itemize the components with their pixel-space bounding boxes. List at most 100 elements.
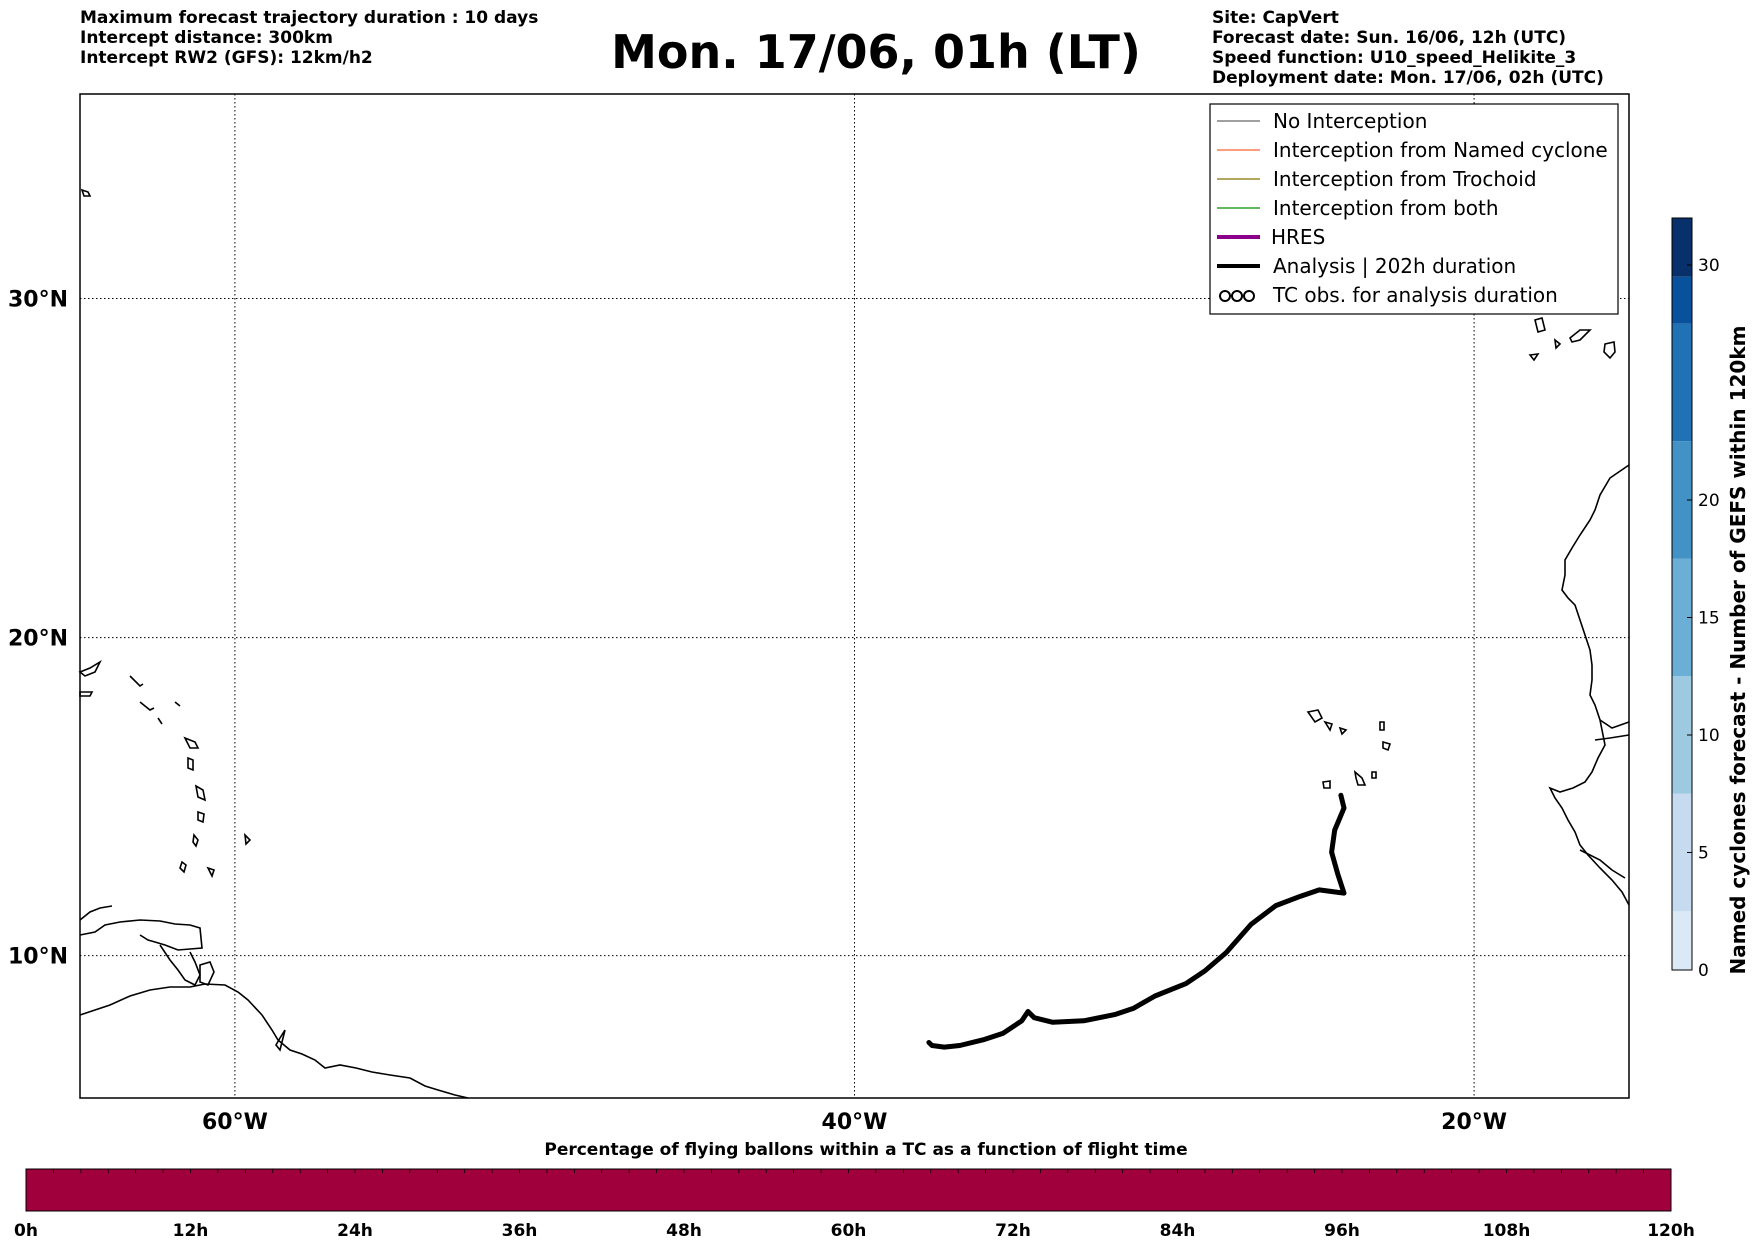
cape-verde-6	[1322, 780, 1331, 789]
bottom-colorbar-bar	[25, 1168, 1672, 1212]
bottom-colorbar-tick-label: 48h	[666, 1221, 702, 1241]
lat-label: 10°N	[8, 945, 68, 970]
colorbar-right-tick-label: 0	[1698, 961, 1709, 981]
colombia-coast	[79, 905, 113, 921]
venezuela-coast	[79, 919, 203, 951]
cape-verde-1	[1306, 709, 1324, 724]
bottom-colorbar-tick-label: 60h	[831, 1221, 867, 1241]
cape-verde-4	[1379, 721, 1385, 731]
cape-verde-2	[1323, 720, 1334, 732]
forecast-date-text: Forecast date: Sun. 16/06, 12h (UTC)	[1212, 28, 1567, 48]
legend-frame	[1209, 103, 1619, 315]
colorbar-right-swatch	[1672, 911, 1692, 970]
intercept-rw2-text: Intercept RW2 (GFS): 12km/h2	[80, 48, 373, 68]
lon-label: 20°W	[1441, 1110, 1507, 1135]
tc-obs-symbol	[1231, 290, 1243, 302]
legend-label: TC obs. for analysis duration	[1272, 283, 1558, 307]
colorbar-bottom: 0h 12h 24h 36h 48h 60h 72h 84h 96h 108h 120h	[14, 1168, 1695, 1241]
legend-label: No Interception	[1273, 109, 1427, 133]
canary-island-1	[1534, 317, 1546, 333]
graticule	[80, 94, 1629, 1098]
islet-4	[174, 701, 181, 707]
cape-verde-8	[1371, 771, 1377, 779]
islet-1	[129, 675, 144, 688]
lat-label: 30°N	[8, 288, 68, 313]
orinoco-delta	[275, 1029, 286, 1052]
bottom-colorbar-tick-label: 24h	[337, 1221, 373, 1241]
bottom-colorbar-tick-label: 12h	[173, 1221, 209, 1241]
cape-verde-5	[1382, 740, 1392, 752]
legend-label: Interception from both	[1273, 196, 1499, 220]
senegal-river	[1594, 734, 1630, 741]
island-5	[192, 833, 199, 848]
bottom-colorbar-title: Percentage of flying ballons within a TC…	[544, 1140, 1187, 1160]
colorbar-right-tick-label: 15	[1698, 609, 1720, 629]
page-title: Mon. 17/06, 01h (LT)	[611, 25, 1141, 79]
colorbar-right-label: Named cyclones forecast - Number of GEFS…	[1726, 326, 1750, 975]
colorbar-right-tick-label: 20	[1698, 491, 1720, 511]
colorbar-right-swatch	[1672, 218, 1692, 277]
colorbar-right-swatch	[1672, 441, 1692, 559]
island-8	[243, 832, 252, 846]
bottom-colorbar-tick-label: 108h	[1483, 1221, 1531, 1241]
africa-coast-west	[1548, 729, 1630, 906]
jamaica-fragment	[79, 691, 94, 697]
colorbar-right-tick-label: 10	[1698, 726, 1720, 746]
tc-obs-icon	[1219, 290, 1255, 302]
cape-verde-3	[1338, 726, 1348, 736]
speed-function-text: Speed function: U10_speed_Helikite_3	[1212, 48, 1577, 68]
bottom-colorbar-tick-label: 0h	[14, 1221, 38, 1241]
island-3	[194, 784, 207, 802]
island-1	[183, 736, 200, 749]
island-7	[206, 866, 216, 879]
max-duration-text: Maximum forecast trajectory duration : 1…	[80, 8, 539, 28]
island-2	[187, 756, 194, 772]
islet-3	[157, 717, 163, 725]
cape-verde-7	[1353, 769, 1367, 786]
colorbar-right-swatch	[1672, 276, 1692, 324]
colorbar-right-tick-label: 30	[1698, 256, 1720, 276]
colorbar-right-swatch	[1672, 793, 1692, 912]
africa-coast-north	[1561, 464, 1630, 731]
colorbar-right: 0 5 10 15 20 30	[1671, 217, 1720, 981]
lon-label: 60°W	[202, 1110, 268, 1135]
deployment-date-text: Deployment date: Mon. 17/06, 02h (UTC)	[1212, 68, 1604, 88]
south-america-coast	[79, 983, 469, 1099]
legend-label: HRES	[1271, 225, 1325, 249]
legend-label: Analysis | 202h duration	[1273, 254, 1516, 278]
guinea-coast	[1579, 849, 1626, 879]
hispaniola-fragment	[78, 659, 102, 677]
site-text: Site: CapVert	[1212, 8, 1339, 28]
islet-bermuda	[80, 188, 92, 197]
lon-label: 40°W	[822, 1110, 888, 1135]
colorbar-right-tick-label: 5	[1698, 844, 1709, 864]
intercept-distance-text: Intercept distance: 300km	[80, 28, 333, 48]
canary-island-2	[1568, 329, 1592, 343]
legend-label: Interception from Trochoid	[1273, 167, 1537, 191]
coastlines	[78, 188, 1630, 1099]
colorbar-right-swatch	[1672, 676, 1692, 794]
legend-label: Interception from Named cyclone	[1273, 138, 1608, 162]
tc-obs-symbol	[1219, 290, 1231, 302]
lat-label: 20°N	[8, 627, 68, 652]
legend: No Interception Interception from Named c…	[1209, 103, 1619, 315]
header-info-left: Maximum forecast trajectory duration : 1…	[80, 8, 538, 68]
canary-island-5	[1528, 352, 1540, 362]
colorbar-right-frame	[1671, 217, 1693, 971]
bottom-colorbar-tick-label: 96h	[1324, 1221, 1360, 1241]
canary-island-3	[1603, 341, 1616, 360]
bottom-colorbar-tick-label: 72h	[995, 1221, 1031, 1241]
canary-island-4	[1553, 338, 1562, 350]
colorbar-right-swatch	[1672, 558, 1692, 677]
island-4	[197, 810, 205, 824]
analysis-trajectory	[926, 792, 1347, 1050]
senegal-coast	[1599, 719, 1630, 729]
bottom-colorbar-tick-label: 120h	[1647, 1221, 1695, 1241]
lake-maracaibo	[159, 944, 201, 987]
header-info-right: Site: CapVert Forecast date: Sun. 16/06,…	[1212, 8, 1604, 88]
island-6	[179, 860, 187, 874]
colorbar-right-swatch	[1672, 323, 1692, 442]
islet-2	[139, 701, 155, 711]
tc-obs-symbol	[1243, 290, 1255, 302]
